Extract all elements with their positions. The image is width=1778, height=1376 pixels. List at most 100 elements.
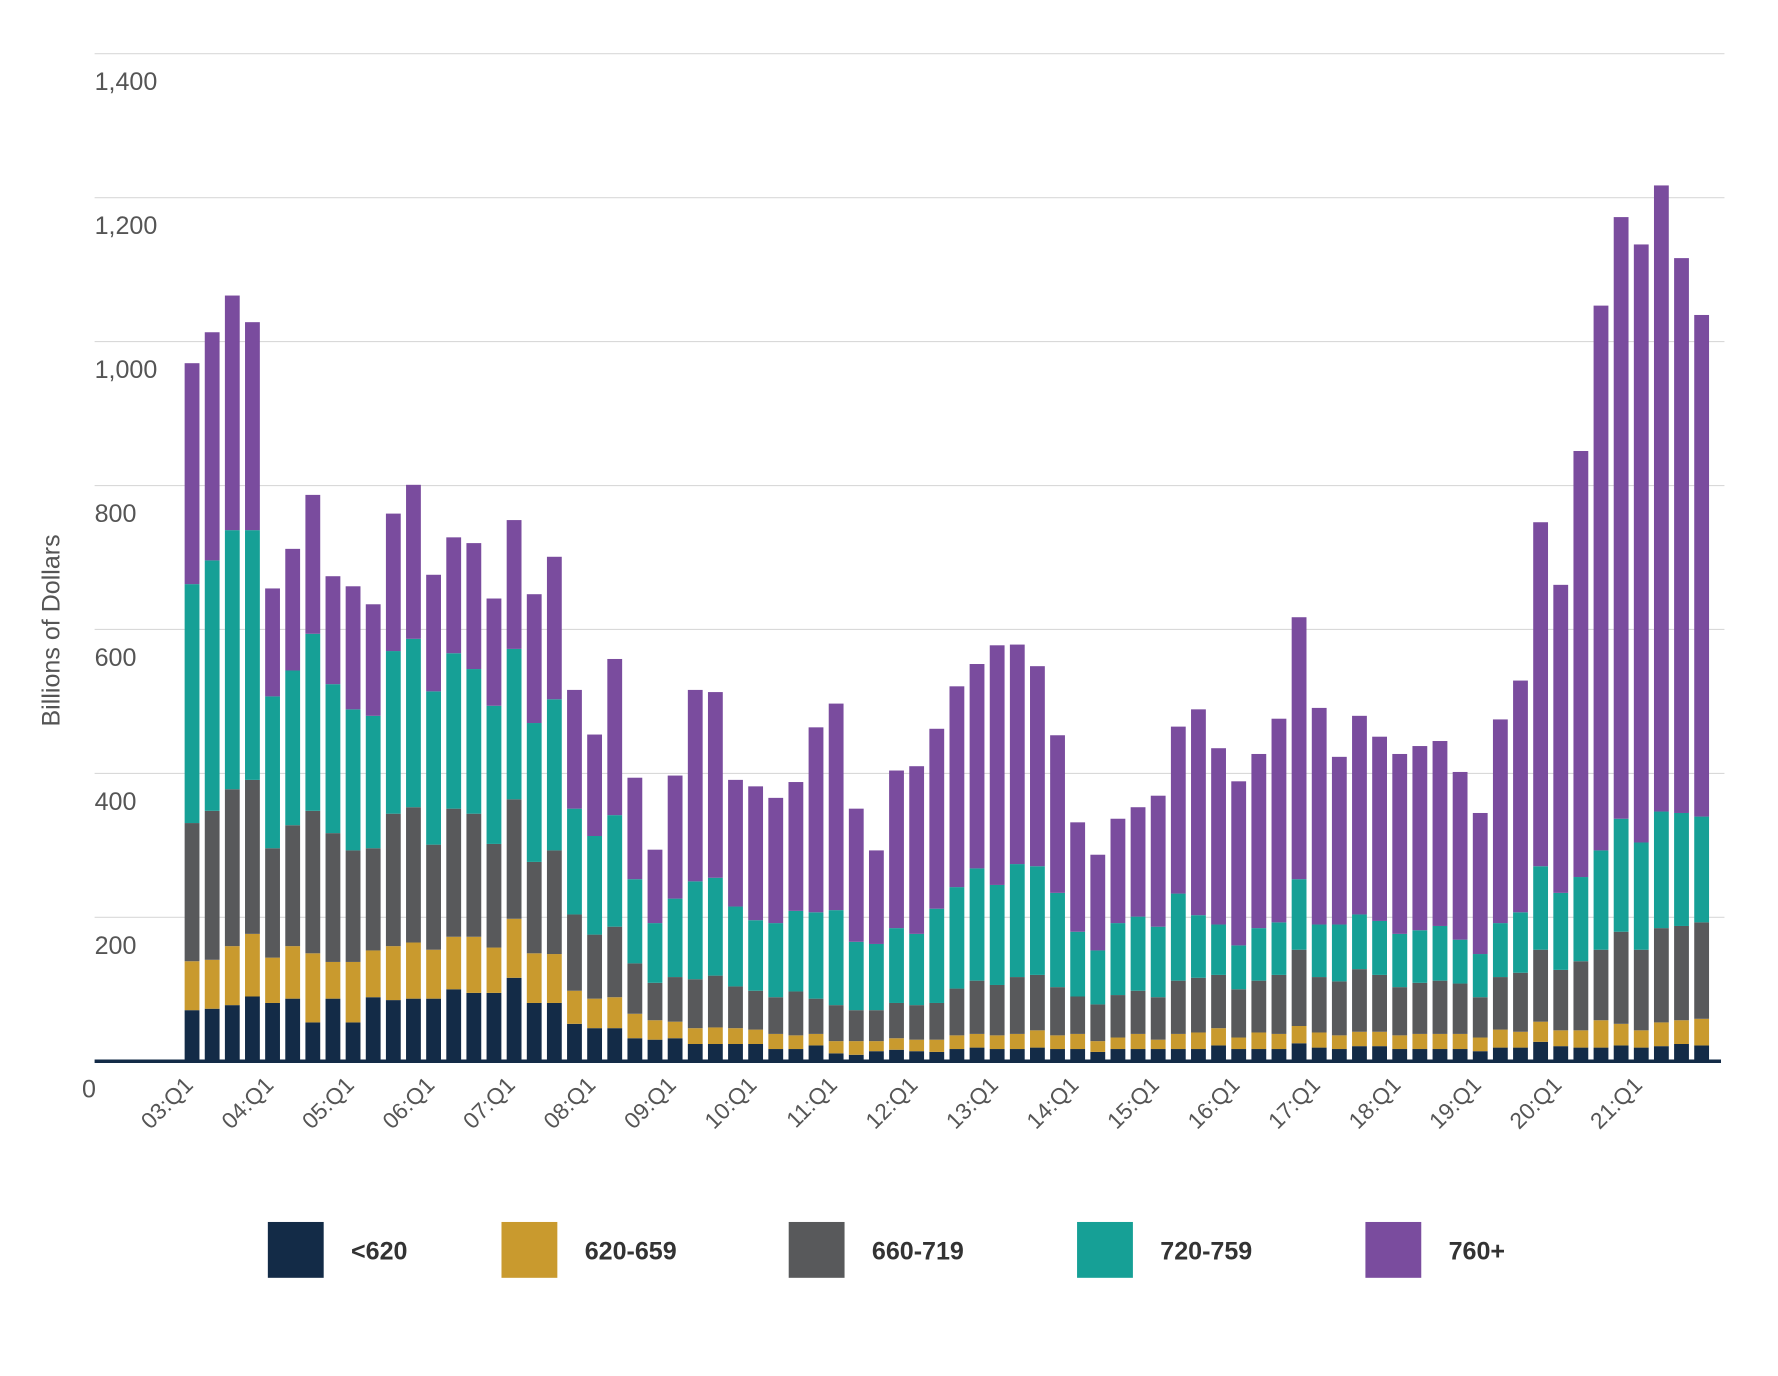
- bar-segment: [587, 1028, 603, 1062]
- bar-segment: [1130, 990, 1146, 1034]
- bar-segment: [627, 1013, 643, 1039]
- bar-segment: [1613, 1023, 1629, 1046]
- bar-segment: [728, 1043, 743, 1062]
- bar-segment: [909, 933, 925, 1006]
- bar-segment: [1573, 1030, 1589, 1048]
- bar-segment: [184, 363, 200, 585]
- bar-segment: [1613, 1045, 1629, 1062]
- x-tick-label: 05:Q1: [297, 1071, 359, 1133]
- bar-segment: [607, 658, 623, 816]
- bar-segment: [1613, 818, 1629, 932]
- bar-segment: [1050, 1049, 1065, 1062]
- x-tick-label: 04:Q1: [216, 1071, 278, 1133]
- y-tick-label: 400: [95, 788, 137, 816]
- bar-segment: [466, 543, 482, 670]
- bar-segment: [1110, 995, 1126, 1038]
- bar-segment: [828, 1041, 844, 1054]
- bar-segment: [1472, 1037, 1488, 1052]
- bar-segment: [1251, 928, 1267, 981]
- legend-label: <620: [351, 1238, 407, 1266]
- bar-segment: [848, 1041, 864, 1055]
- bar-segment: [305, 1022, 321, 1062]
- bar-segment: [385, 513, 401, 652]
- bar-segment: [1009, 1033, 1025, 1050]
- bar-segment: [949, 1035, 965, 1050]
- bar-segment: [426, 998, 441, 1062]
- bar-segment: [1291, 1043, 1307, 1062]
- bar-segment: [909, 1051, 925, 1062]
- bar-segment: [909, 766, 925, 934]
- bar-segment: [707, 975, 723, 1028]
- bar-segment: [365, 950, 381, 998]
- bar-segment: [1231, 1049, 1247, 1062]
- bar-segment: [627, 1038, 643, 1062]
- bar-segment: [1513, 680, 1528, 913]
- bar-segment: [486, 705, 502, 844]
- bar-segment: [1653, 811, 1669, 929]
- bar-segment: [285, 946, 301, 999]
- y-axis-title: Billions of Dollars: [37, 534, 65, 726]
- legend-swatch: [1365, 1221, 1422, 1278]
- bar-segment: [567, 808, 582, 915]
- bar-segment: [466, 813, 482, 937]
- bar-segment: [486, 843, 502, 948]
- bar-segment: [305, 953, 321, 1023]
- bar-segment: [1251, 980, 1267, 1033]
- bar-segment: [889, 1049, 904, 1062]
- bar-segment: [1331, 756, 1347, 925]
- bar-segment: [788, 782, 804, 911]
- bar-segment: [1352, 969, 1367, 1032]
- bar-segment: [1412, 982, 1428, 1034]
- bar-segment: [345, 709, 361, 851]
- x-tick-label: 19:Q1: [1424, 1071, 1486, 1133]
- bar-segment: [426, 691, 441, 845]
- bar-segment: [1311, 707, 1327, 925]
- bar-segment: [989, 645, 1005, 885]
- bar-segment: [1170, 726, 1186, 894]
- bar-segment: [1090, 1041, 1106, 1052]
- bar-segment: [687, 1043, 703, 1062]
- bar-segment: [265, 848, 280, 958]
- bar-segment: [1452, 1033, 1468, 1050]
- bar-segment: [1452, 1049, 1468, 1062]
- bar-segment: [1070, 931, 1086, 997]
- bar-segment: [1452, 983, 1468, 1034]
- bar-segment: [1170, 1033, 1186, 1050]
- x-tick-label: 03:Q1: [136, 1071, 198, 1133]
- bar-segment: [808, 998, 824, 1034]
- legend-swatch: [501, 1221, 558, 1278]
- bar-segment: [506, 799, 522, 919]
- bar-segment: [667, 775, 683, 899]
- bar-segment: [466, 936, 482, 993]
- bar-segment: [1633, 949, 1649, 1031]
- bar-segment: [365, 997, 381, 1062]
- bar-segment: [526, 953, 542, 1003]
- bar-segment: [1412, 746, 1428, 931]
- bar-segment: [728, 986, 743, 1029]
- bar-segment: [285, 670, 301, 826]
- bar-segment: [184, 584, 200, 824]
- bar-segment: [1009, 1049, 1025, 1062]
- bar-segment: [1432, 980, 1448, 1034]
- bar-segment: [526, 594, 542, 724]
- bar-segment: [1009, 977, 1025, 1034]
- bar-segment: [587, 836, 603, 935]
- bar-segment: [768, 1049, 784, 1062]
- bar-segment: [748, 786, 764, 921]
- bar-segment: [1050, 735, 1065, 893]
- bar-segment: [1251, 753, 1267, 929]
- bar-segment: [1352, 914, 1367, 970]
- bar-segment: [184, 823, 200, 962]
- bar-segment: [1191, 1032, 1206, 1050]
- bar-segment: [1211, 1045, 1226, 1062]
- bar-segment: [265, 1002, 280, 1062]
- bar-segment: [647, 1020, 663, 1040]
- bar-segment: [1674, 1020, 1689, 1044]
- bar-segment: [446, 537, 462, 654]
- bar-segment: [245, 779, 260, 934]
- bar-segment: [687, 689, 703, 882]
- legend-swatch: [788, 1221, 845, 1278]
- bar-segment: [929, 908, 945, 1003]
- bar-segment: [1170, 980, 1186, 1034]
